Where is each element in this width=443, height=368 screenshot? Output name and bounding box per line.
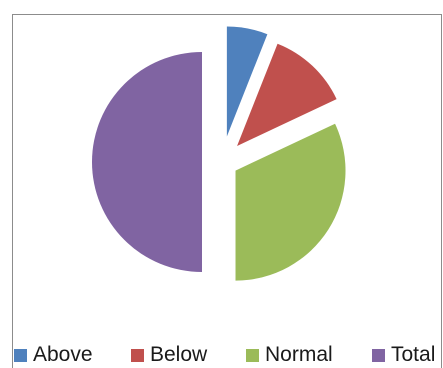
legend-swatch-normal <box>246 348 259 362</box>
legend-item-normal: Normal <box>246 342 333 368</box>
pie-slice-above <box>226 26 268 137</box>
legend-label-total: Total <box>391 343 436 366</box>
legend-item-below: Below <box>131 342 207 368</box>
legend-label-above: Above <box>33 343 93 366</box>
pie-slice-normal <box>235 123 346 281</box>
legend-swatch-below <box>131 348 144 362</box>
legend-item-total: Total <box>372 342 435 368</box>
legend-swatch-total <box>372 348 385 362</box>
pie-slice-total <box>92 52 202 272</box>
legend-label-below: Below <box>150 343 208 366</box>
legend: Above Below Normal Total <box>14 342 443 368</box>
legend-label-normal: Normal <box>265 343 333 366</box>
pie-slice-below <box>237 43 337 146</box>
legend-item-above: Above <box>14 342 93 368</box>
legend-swatch-above <box>14 348 27 362</box>
